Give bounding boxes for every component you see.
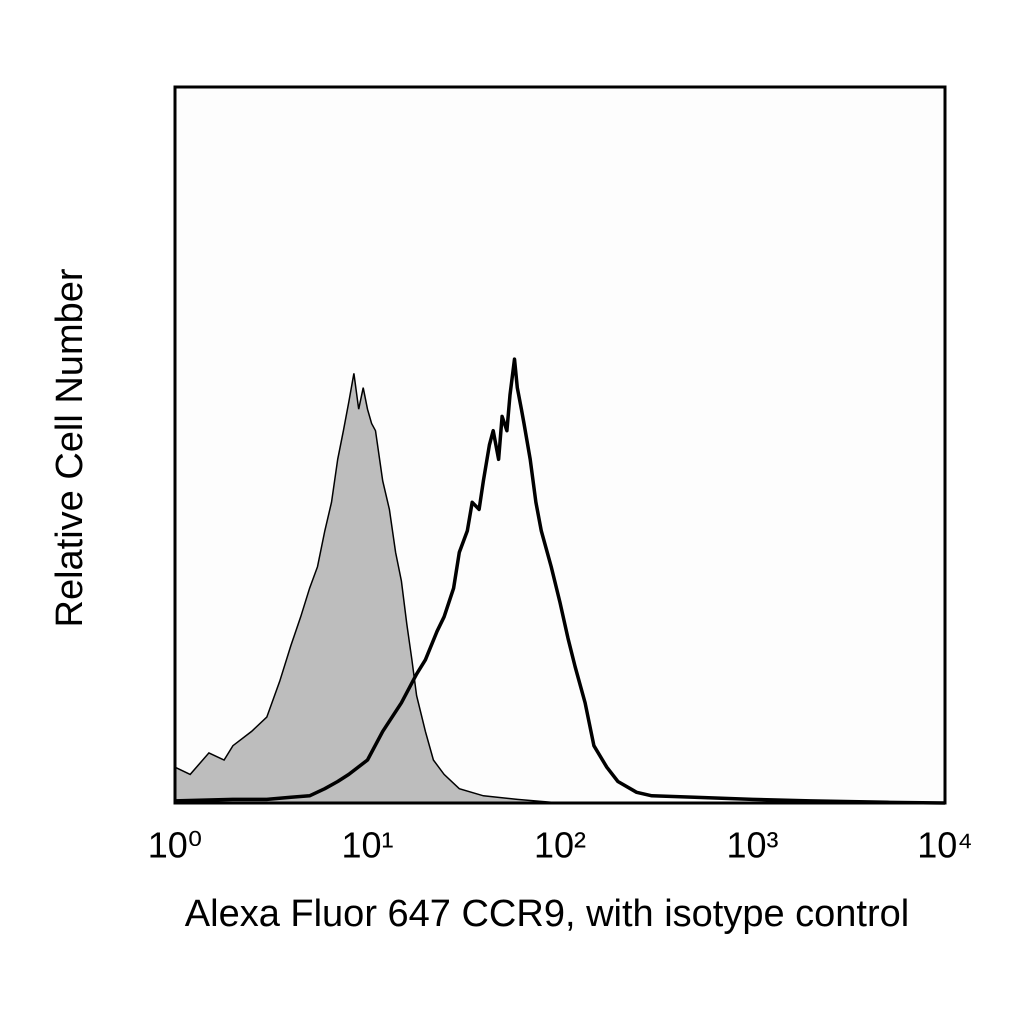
x-axis-label: Alexa Fluor 647 CCR9, with isotype contr… <box>185 893 909 935</box>
x-tick-label: 10² <box>534 825 586 866</box>
plot-frame <box>173 85 947 805</box>
x-tick-label: 10¹ <box>341 825 393 866</box>
x-tick-label: 10⁴ <box>917 825 973 866</box>
y-axis-label: Relative Cell Number <box>49 268 91 627</box>
x-tick-label: 10³ <box>726 825 778 866</box>
histogram-area <box>174 373 561 804</box>
x-tick-label: 10⁰ <box>148 825 202 866</box>
histogram-line <box>174 357 946 805</box>
